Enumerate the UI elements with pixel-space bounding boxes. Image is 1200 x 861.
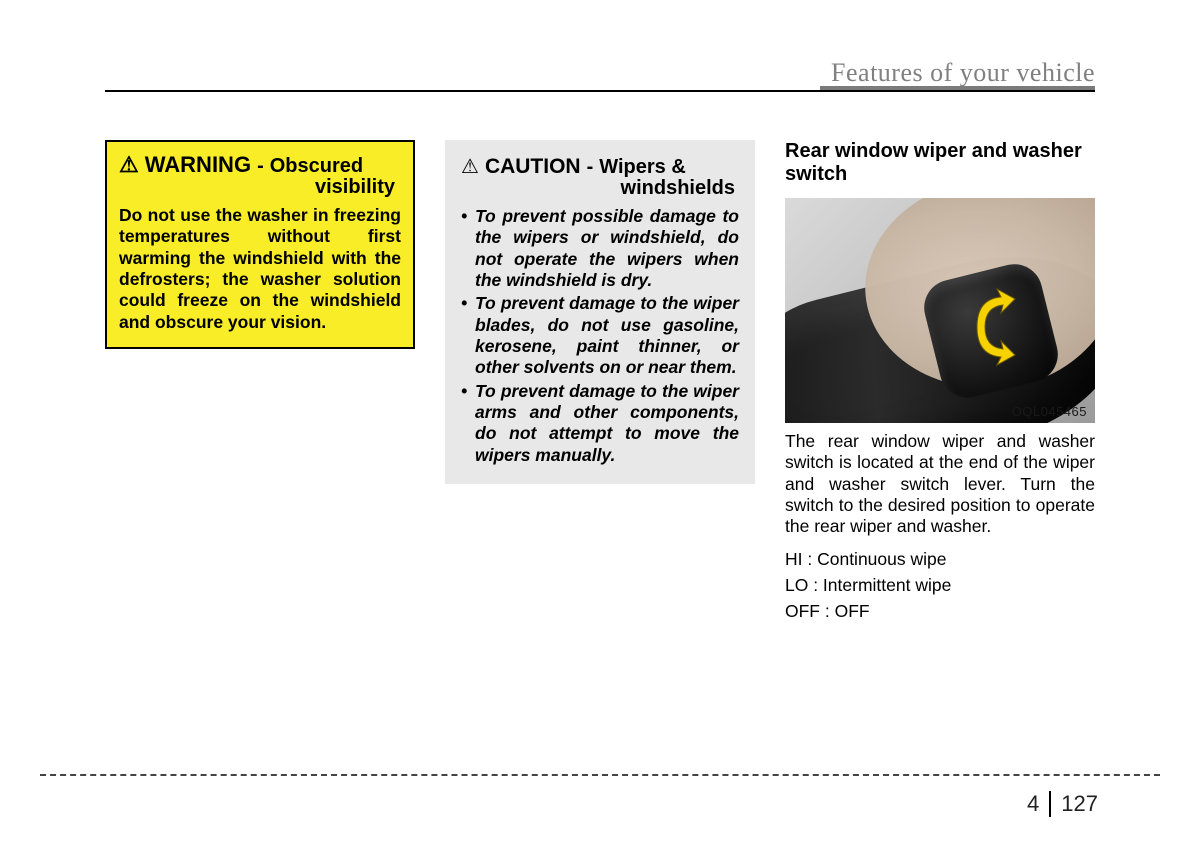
page-number: 4 127 [1027,791,1098,817]
content-columns: ⚠ WARNING - Obscured visibility Do not u… [105,140,1095,624]
page-number-value: 127 [1061,791,1098,817]
caution-item: To prevent damage to the wiper arms and … [461,381,739,466]
caution-heading: ⚠ CAUTION - Wipers & [461,154,739,179]
warning-label: WARNING [145,152,251,178]
chapter-number: 4 [1027,791,1039,817]
rear-body-text: The rear window wiper and washer switch … [785,431,1095,538]
caution-subtitle-line2: windshields [461,177,739,200]
warning-subtitle-line2: visibility [119,176,401,199]
mode-lo: LO : Intermittent wipe [785,572,1095,598]
mode-off: OFF : OFF [785,598,1095,624]
caution-item: To prevent damage to the wiper blades, d… [461,293,739,378]
column-right: Rear window wiper and washer switch OQL0… [785,140,1095,624]
caution-dash: - [587,156,594,179]
header-title: Features of your vehicle [831,58,1095,88]
warning-heading: ⚠ WARNING - Obscured [119,152,401,178]
page-separator [1049,791,1051,817]
rear-wiper-figure: OQL045465 [785,198,1095,423]
caution-item: To prevent possible damage to the wipers… [461,206,739,291]
caution-list: To prevent possible damage to the wipers… [461,206,739,466]
caution-triangle-icon: ⚠ [461,154,479,179]
manual-page: Features of your vehicle ⚠ WARNING - Obs… [0,0,1200,861]
warning-dash: - [257,155,264,178]
page-header: Features of your vehicle [105,58,1095,93]
column-left: ⚠ WARNING - Obscured visibility Do not u… [105,140,415,624]
column-center: ⚠ CAUTION - Wipers & windshields To prev… [445,140,755,624]
caution-box: ⚠ CAUTION - Wipers & windshields To prev… [445,140,755,484]
footer-rule [40,774,1160,776]
caution-label: CAUTION [485,155,581,179]
rear-section-title: Rear window wiper and washer switch [785,140,1095,186]
rotate-arrow-icon [967,287,1017,367]
caution-subtitle-line1: Wipers & [599,156,686,179]
header-rule [105,90,1095,92]
mode-hi: HI : Continuous wipe [785,546,1095,572]
warning-body: Do not use the washer in freezing temper… [119,205,401,333]
warning-box: ⚠ WARNING - Obscured visibility Do not u… [105,140,415,349]
figure-code: OQL045465 [1012,404,1087,419]
warning-subtitle-line1: Obscured [270,155,363,178]
warning-triangle-icon: ⚠ [119,152,139,178]
